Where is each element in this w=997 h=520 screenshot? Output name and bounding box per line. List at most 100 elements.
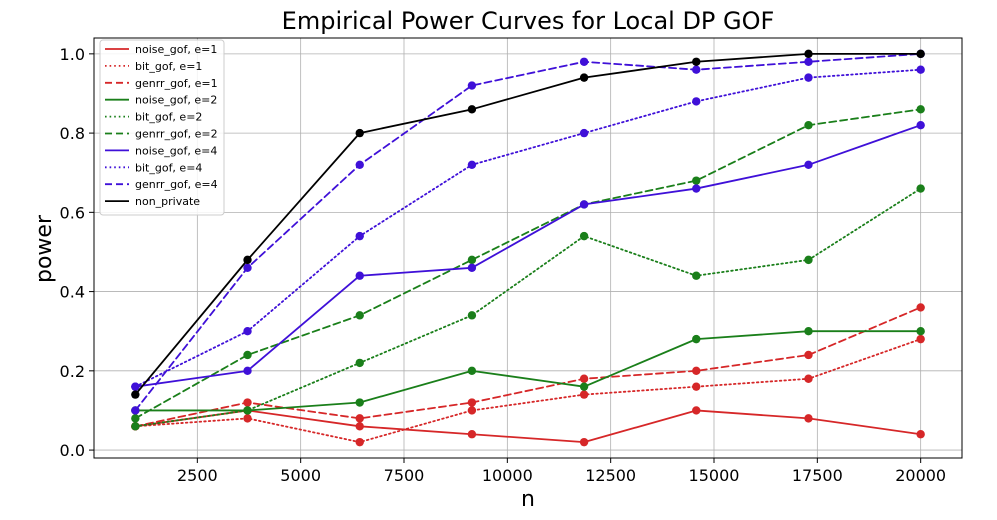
y-tick-label: 0.8: [60, 124, 85, 143]
data-point: [916, 184, 925, 193]
data-point: [804, 49, 813, 59]
data-point: [804, 73, 813, 82]
legend-entry: bit_gof, e=4: [105, 161, 202, 174]
x-tick-label: 2500: [177, 466, 218, 485]
data-point: [467, 398, 477, 407]
x-tick-label: 15000: [689, 466, 740, 485]
series-line: [134, 409, 922, 444]
data-point: [355, 160, 364, 169]
data-point: [804, 350, 813, 360]
data-point: [467, 366, 477, 376]
legend-label: noise_gof, e=1: [135, 43, 217, 56]
data-point: [804, 255, 813, 265]
x-tick-label: 20000: [895, 466, 946, 485]
data-point: [243, 263, 252, 273]
legend-entry: bit_gof, e=2: [105, 111, 202, 124]
series-bit-gof-e-2: [131, 184, 925, 431]
legend-entry: bit_gof, e=1: [105, 60, 202, 73]
data-point: [804, 327, 813, 336]
legend-label: bit_gof, e=2: [135, 111, 202, 124]
data-point: [692, 406, 701, 415]
data-point: [916, 120, 925, 130]
data-point: [243, 255, 252, 265]
x-axis-label: n: [521, 487, 535, 512]
data-point: [243, 406, 252, 415]
legend-entry: genrr_gof, e=1: [105, 77, 218, 90]
data-point: [579, 390, 589, 399]
data-point: [916, 303, 925, 312]
data-point: [804, 120, 813, 130]
x-tick-label: 17500: [792, 466, 843, 485]
legend-entry: genrr_gof, e=2: [105, 128, 218, 141]
legend-entry: noise_gof, e=1: [105, 43, 217, 56]
legend-label: genrr_gof, e=1: [135, 77, 218, 90]
y-tick-label: 0.4: [60, 283, 85, 302]
legend-label: noise_gof, e=4: [135, 144, 217, 157]
data-point: [131, 414, 140, 423]
data-point: [243, 327, 252, 336]
data-point: [692, 57, 701, 66]
data-point: [916, 65, 925, 74]
x-tick-label: 10000: [482, 466, 533, 485]
data-point: [916, 49, 925, 59]
data-point: [355, 128, 364, 138]
data-point: [916, 430, 925, 439]
data-point: [579, 200, 589, 209]
series-line: [134, 338, 922, 444]
series-line: [134, 52, 922, 396]
legend-entry: non_private: [105, 195, 200, 208]
series-layer: [131, 49, 925, 447]
data-point: [804, 374, 813, 383]
y-tick-label: 0.0: [60, 441, 85, 460]
data-point: [579, 73, 589, 82]
data-point: [131, 382, 140, 391]
x-tick-label: 7500: [384, 466, 425, 485]
data-point: [243, 414, 252, 423]
data-point: [916, 327, 925, 336]
data-point: [692, 334, 701, 344]
y-axis-label: power: [32, 214, 57, 283]
data-point: [916, 105, 925, 114]
data-point: [467, 255, 477, 265]
data-point: [467, 105, 477, 114]
series-line: [134, 124, 922, 388]
data-point: [692, 382, 701, 391]
series-genrr-gof-e-2: [131, 105, 925, 423]
data-point: [692, 184, 701, 193]
data-point: [467, 406, 477, 415]
data-point: [131, 390, 140, 399]
data-point: [692, 97, 701, 106]
data-point: [355, 358, 364, 368]
data-point: [243, 398, 252, 407]
data-point: [467, 81, 477, 90]
legend-entry: noise_gof, e=2: [105, 94, 217, 107]
tick-layer: 2500 5000 7500 10000 12500 15000 17500 20000 0.0…: [60, 45, 947, 485]
legend-label: bit_gof, e=1: [135, 60, 202, 73]
x-tick-label: 12500: [585, 466, 636, 485]
series-line: [134, 68, 922, 388]
data-point: [579, 57, 589, 66]
data-point: [692, 176, 701, 185]
y-tick-label: 0.2: [60, 362, 85, 381]
series-non-private: [131, 49, 925, 399]
data-point: [692, 65, 701, 74]
data-point: [131, 422, 140, 431]
data-point: [579, 382, 589, 391]
data-point: [467, 160, 477, 169]
legend-label: genrr_gof, e=2: [135, 128, 218, 141]
data-point: [131, 406, 140, 415]
series-line: [134, 306, 922, 428]
data-point: [916, 334, 925, 344]
legend-label: genrr_gof, e=4: [135, 178, 218, 191]
x-tick-label: 5000: [280, 466, 321, 485]
legend-entry: genrr_gof, e=4: [105, 178, 218, 191]
data-point: [467, 263, 477, 273]
series-line: [134, 187, 922, 428]
data-point: [355, 414, 364, 423]
plot-area-frame: [93, 37, 963, 459]
data-point: [355, 271, 364, 280]
data-point: [579, 231, 589, 241]
series-line: [134, 330, 922, 412]
